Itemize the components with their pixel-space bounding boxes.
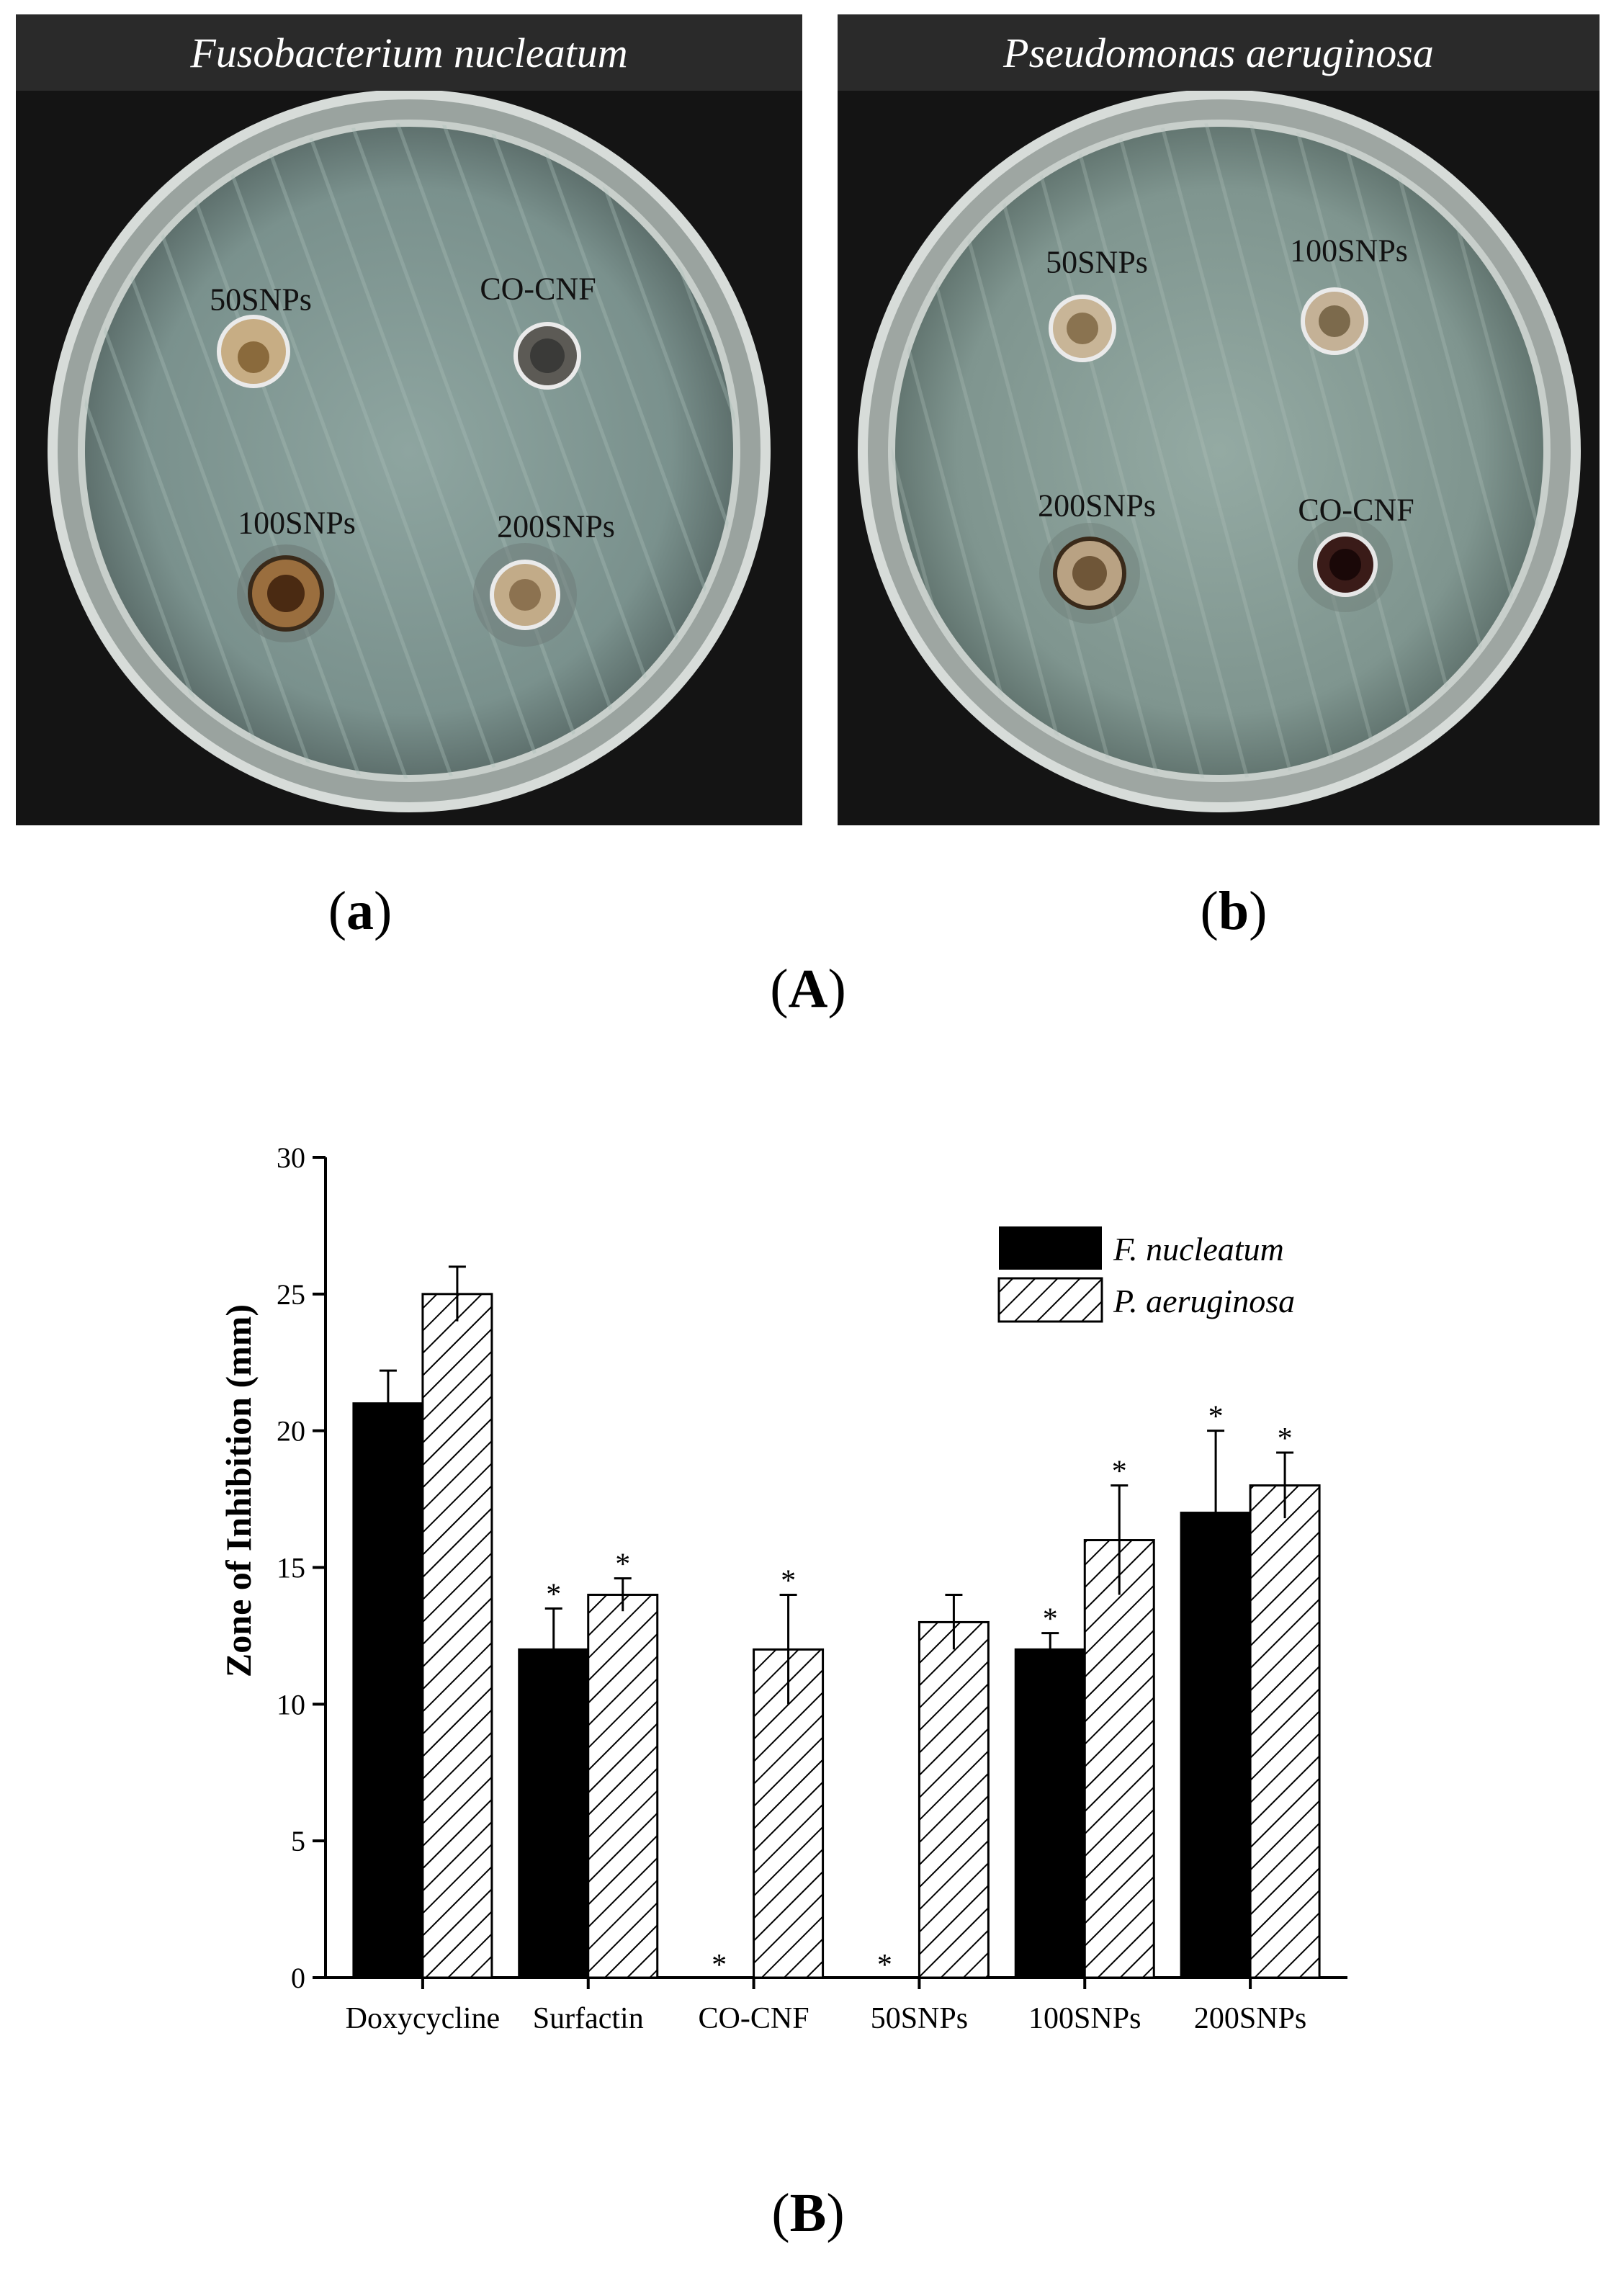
bar-f-nucleatum-1	[518, 1648, 590, 1979]
significance-marker-p-aeruginosa-4: *	[1112, 1455, 1127, 1489]
plate-title-a: Fusobacterium nucleatum	[16, 14, 802, 91]
x-tick-label-5: 200SNPs	[1194, 2002, 1306, 2035]
bar-p-aeruginosa-4	[1083, 1539, 1155, 1979]
plate-photo-a: Fusobacterium nucleatum	[16, 14, 802, 825]
x-tick-label-0: Doxycycline	[346, 2002, 501, 2035]
panel-label-A: (A)	[770, 958, 846, 1020]
streaks-b	[892, 123, 1547, 779]
sub-label-b-letter: b	[1218, 881, 1250, 941]
well-label-a-1: CO-CNF	[480, 271, 596, 307]
bar-f-nucleatum-4	[1014, 1648, 1086, 1979]
y-tick-label-3: 15	[277, 1552, 305, 1584]
plot-area: 0 5 10 15 20 25 30 Doxycycline Surfactin * * CO-CNF…	[277, 1141, 1347, 2035]
plate-title-b: Pseudomonas aeruginosa	[838, 14, 1600, 91]
significance-marker-f-nucleatum-4: *	[1043, 1603, 1058, 1636]
legend-swatch-p-aeruginosa	[997, 1277, 1103, 1323]
well-a-3-center	[509, 579, 541, 611]
y-tick-label-5: 25	[277, 1278, 305, 1311]
well-label-b-3: CO-CNF	[1298, 492, 1414, 528]
significance-marker-f-nucleatum-3: *	[877, 1949, 892, 1982]
well-a-1-center	[530, 338, 565, 373]
bar-p-aeruginosa-1	[587, 1593, 659, 1979]
petri-dish-a: 50SNPs CO-CNF 100SNPs 200SNPs	[16, 89, 802, 825]
bar-f-nucleatum-0	[352, 1402, 424, 1979]
y-axis-title: Zone of Inhibition (mm)	[218, 1304, 259, 1677]
well-b-1-center	[1319, 305, 1350, 337]
panel-label-B: (B)	[771, 2182, 844, 2245]
bar-p-aeruginosa-0	[421, 1293, 493, 1979]
well-label-a-3: 200SNPs	[497, 508, 615, 544]
sub-label-b: (b)	[1200, 881, 1268, 941]
panel-label-B-open: (	[771, 2183, 790, 2243]
well-a-2-center	[267, 575, 305, 612]
streaks-a	[81, 123, 737, 779]
y-tick-label-6: 30	[277, 1141, 305, 1174]
well-b-0-center	[1067, 313, 1098, 344]
x-tick-label-4: 100SNPs	[1028, 2002, 1141, 2035]
plate-photo-b: Pseudomonas aeruginosa	[838, 14, 1600, 825]
legend-label-p-aeruginosa: P. aeruginosa	[1113, 1283, 1295, 1319]
bar-p-aeruginosa-3	[918, 1620, 990, 1979]
x-tick-label-1: Surfactin	[533, 2002, 644, 2035]
y-tick-label-0: 0	[291, 1962, 305, 1994]
bar-chart: 0 5 10 15 20 25 30 Doxycycline Surfactin * * CO-CNF…	[218, 1141, 1347, 2035]
significance-marker-f-nucleatum-5: *	[1208, 1401, 1224, 1434]
legend-label-f-nucleatum: F. nucleatum	[1113, 1231, 1284, 1268]
significance-marker-p-aeruginosa-1: *	[615, 1548, 630, 1582]
well-b-2-center	[1072, 556, 1107, 591]
panel-label-A-letter: A	[788, 959, 828, 1019]
well-label-a-2: 100SNPs	[238, 505, 356, 541]
panel-label-B-letter: B	[789, 2183, 827, 2243]
x-tick-label-3: 50SNPs	[871, 2002, 968, 2035]
petri-dish-graphic-a	[48, 89, 771, 812]
y-tick-label-4: 20	[277, 1415, 305, 1448]
well-b-3-center	[1329, 549, 1361, 580]
petri-dish-graphic-b	[858, 89, 1581, 812]
panel-label-A-open: (	[770, 959, 789, 1019]
sub-label-a: (a)	[328, 881, 392, 941]
significance-marker-p-aeruginosa-5: *	[1278, 1422, 1293, 1455]
x-tick-label-2: CO-CNF	[699, 2002, 809, 2035]
bar-p-aeruginosa-5	[1249, 1484, 1321, 1979]
y-tick-label-1: 5	[291, 1825, 305, 1857]
legend: F. nucleatum P. aeruginosa	[997, 1226, 1295, 1323]
panel-label-A-close: )	[827, 959, 846, 1019]
sub-label-a-letter: a	[346, 881, 374, 941]
well-label-b-0: 50SNPs	[1046, 244, 1148, 280]
petri-dish-b: 50SNPs 100SNPs 200SNPs CO-CNF	[838, 89, 1600, 825]
y-tick-label-2: 10	[277, 1688, 305, 1721]
legend-swatch-f-nucleatum	[999, 1226, 1102, 1270]
significance-marker-f-nucleatum-2: *	[712, 1949, 727, 1982]
well-label-b-1: 100SNPs	[1290, 233, 1408, 269]
significance-marker-p-aeruginosa-2: *	[781, 1564, 796, 1597]
significance-marker-f-nucleatum-1: *	[546, 1578, 561, 1611]
well-a-0-center	[238, 341, 269, 373]
panel-label-B-close: )	[826, 2183, 845, 2243]
well-label-b-2: 200SNPs	[1038, 488, 1156, 524]
well-label-a-0: 50SNPs	[210, 282, 312, 318]
bar-p-aeruginosa-2	[753, 1648, 825, 1979]
